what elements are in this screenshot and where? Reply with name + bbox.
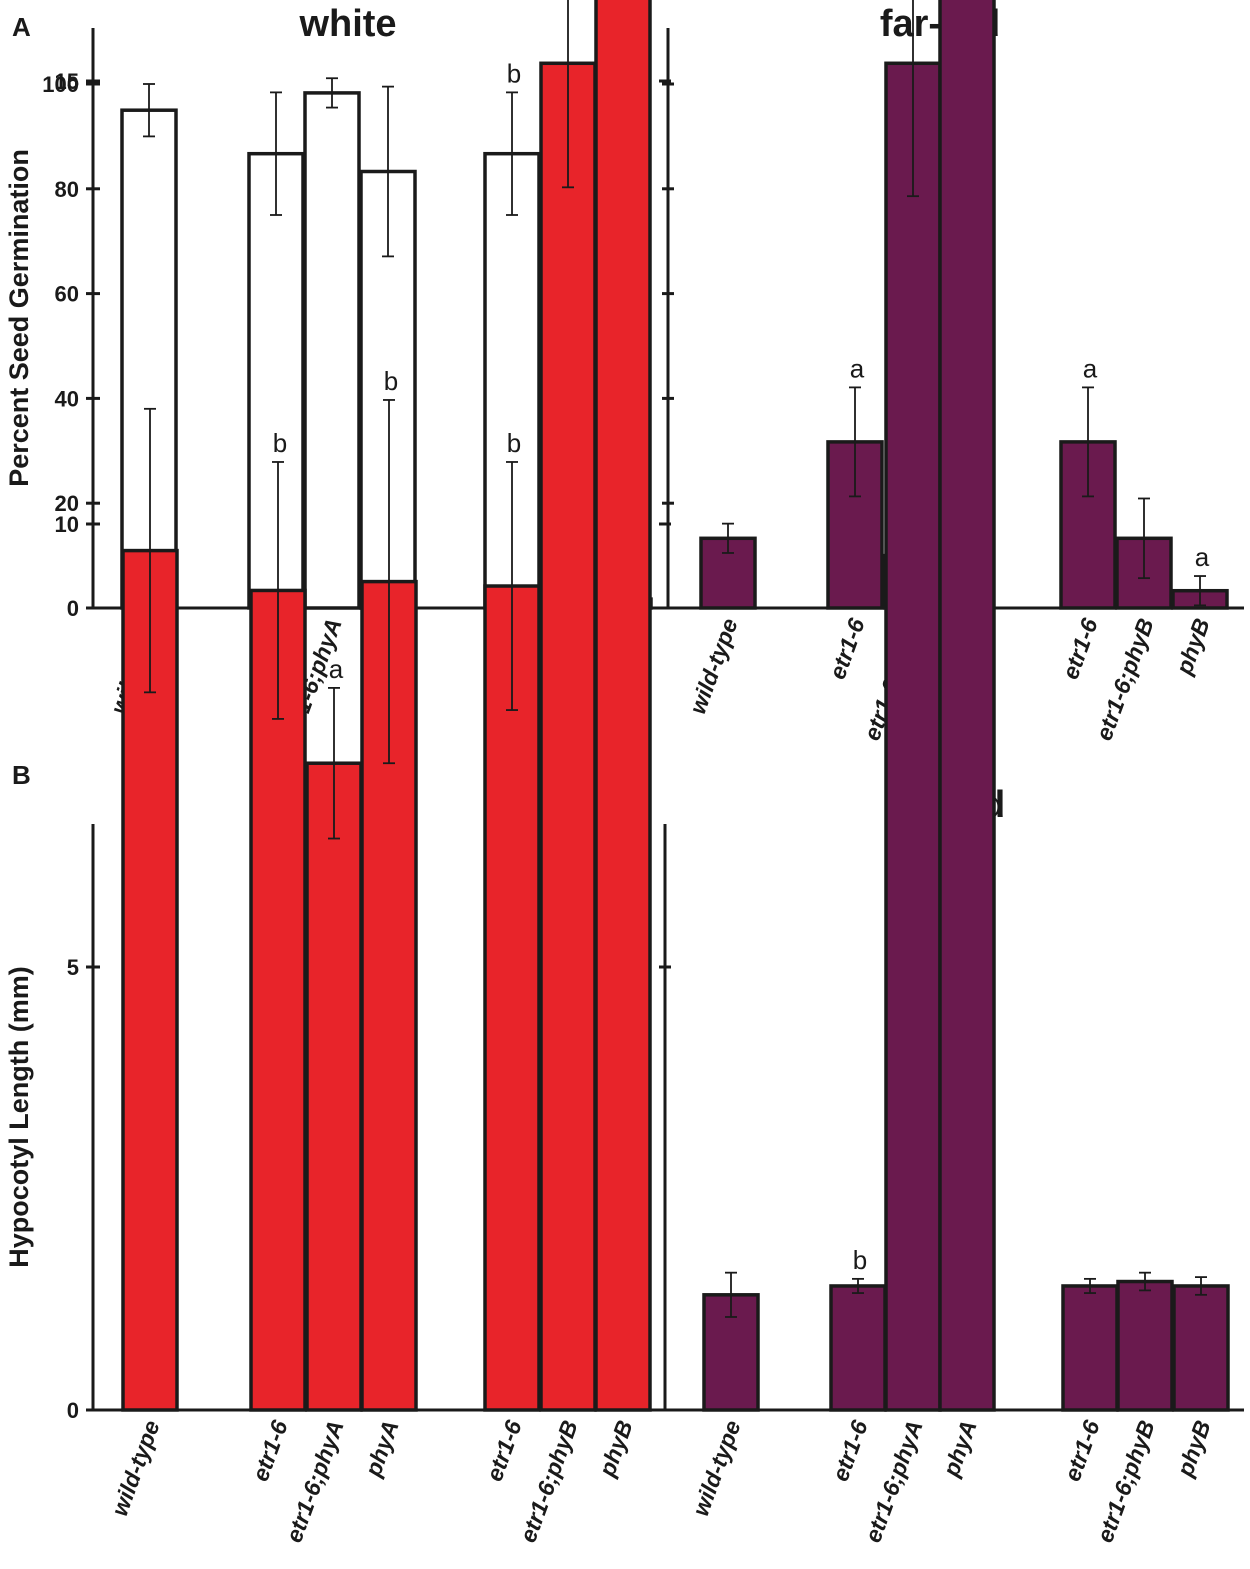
significance-label: a [1195,542,1210,572]
x-tick-label: phyA [359,1417,403,1481]
bar [1172,1284,1230,1412]
bar [303,91,361,610]
bar [1116,1279,1174,1412]
panel-letter: B [12,760,31,790]
bar [539,61,597,1412]
significance-label: b [384,366,398,396]
x-tick-label: etr1-6 [827,1417,873,1485]
bar [247,151,305,610]
bar [120,108,178,610]
x-tick-label: etr1-6;phyA [281,1417,349,1546]
bar [1061,1284,1119,1412]
y-axis-label: Hypocotyl Length (mm) [4,966,34,1268]
x-tick-label: etr1-6 [824,615,870,683]
x-tick-label: phyB [1170,615,1214,679]
y-axis-label: Percent Seed Germination [4,149,34,487]
bar [594,0,652,1412]
y-tick-label: 0 [67,1398,79,1423]
x-tick-label: etr1-6;phyB [1091,615,1159,744]
x-tick-label: etr1-6;phyB [1092,1417,1160,1546]
bar [121,548,179,1412]
x-tick-label: wild-type [106,1417,165,1520]
subplot-title: white [298,3,396,45]
bar [829,1284,887,1412]
y-tick-label: 100 [42,72,79,97]
y-tick-label: 40 [55,386,79,411]
bar [938,0,996,1412]
significance-label: b [273,428,287,458]
x-tick-label: wild-type [687,1417,746,1520]
y-tick-label: 15 [55,69,79,94]
x-tick-label: etr1-6;phyA [860,1417,928,1546]
significance-label: a [1083,353,1098,383]
panel-letter: A [12,12,31,42]
y-tick-label: 5 [67,955,79,980]
significance-label: a [329,654,344,684]
significance-label: b [507,428,521,458]
significance-label: b [507,58,521,88]
x-tick-label: etr1-6 [247,1417,293,1485]
y-tick-label: 10 [55,512,79,537]
x-tick-label: etr1-6 [481,1417,527,1485]
bar [305,761,363,1412]
significance-label: b [853,1245,867,1275]
bar [884,61,942,1412]
x-tick-label: phyA [937,1417,981,1481]
y-tick-label: 20 [55,491,79,516]
significance-label: a [850,353,865,383]
x-tick-label: wild-type [684,615,743,718]
x-tick-label: etr1-6 [1059,1417,1105,1485]
y-tick-label: 80 [55,177,79,202]
y-tick-label: 0 [67,596,79,621]
x-tick-label: etr1-6 [1057,615,1103,683]
y-tick-label: 60 [55,282,79,307]
x-tick-label: etr1-6;phyB [515,1417,583,1546]
x-tick-label: phyB [593,1417,637,1481]
subplot-far-red: far-redwild-typebetr1-6aetr1-6;phyAabphy… [687,0,1230,1546]
x-tick-label: phyB [1171,1417,1215,1481]
